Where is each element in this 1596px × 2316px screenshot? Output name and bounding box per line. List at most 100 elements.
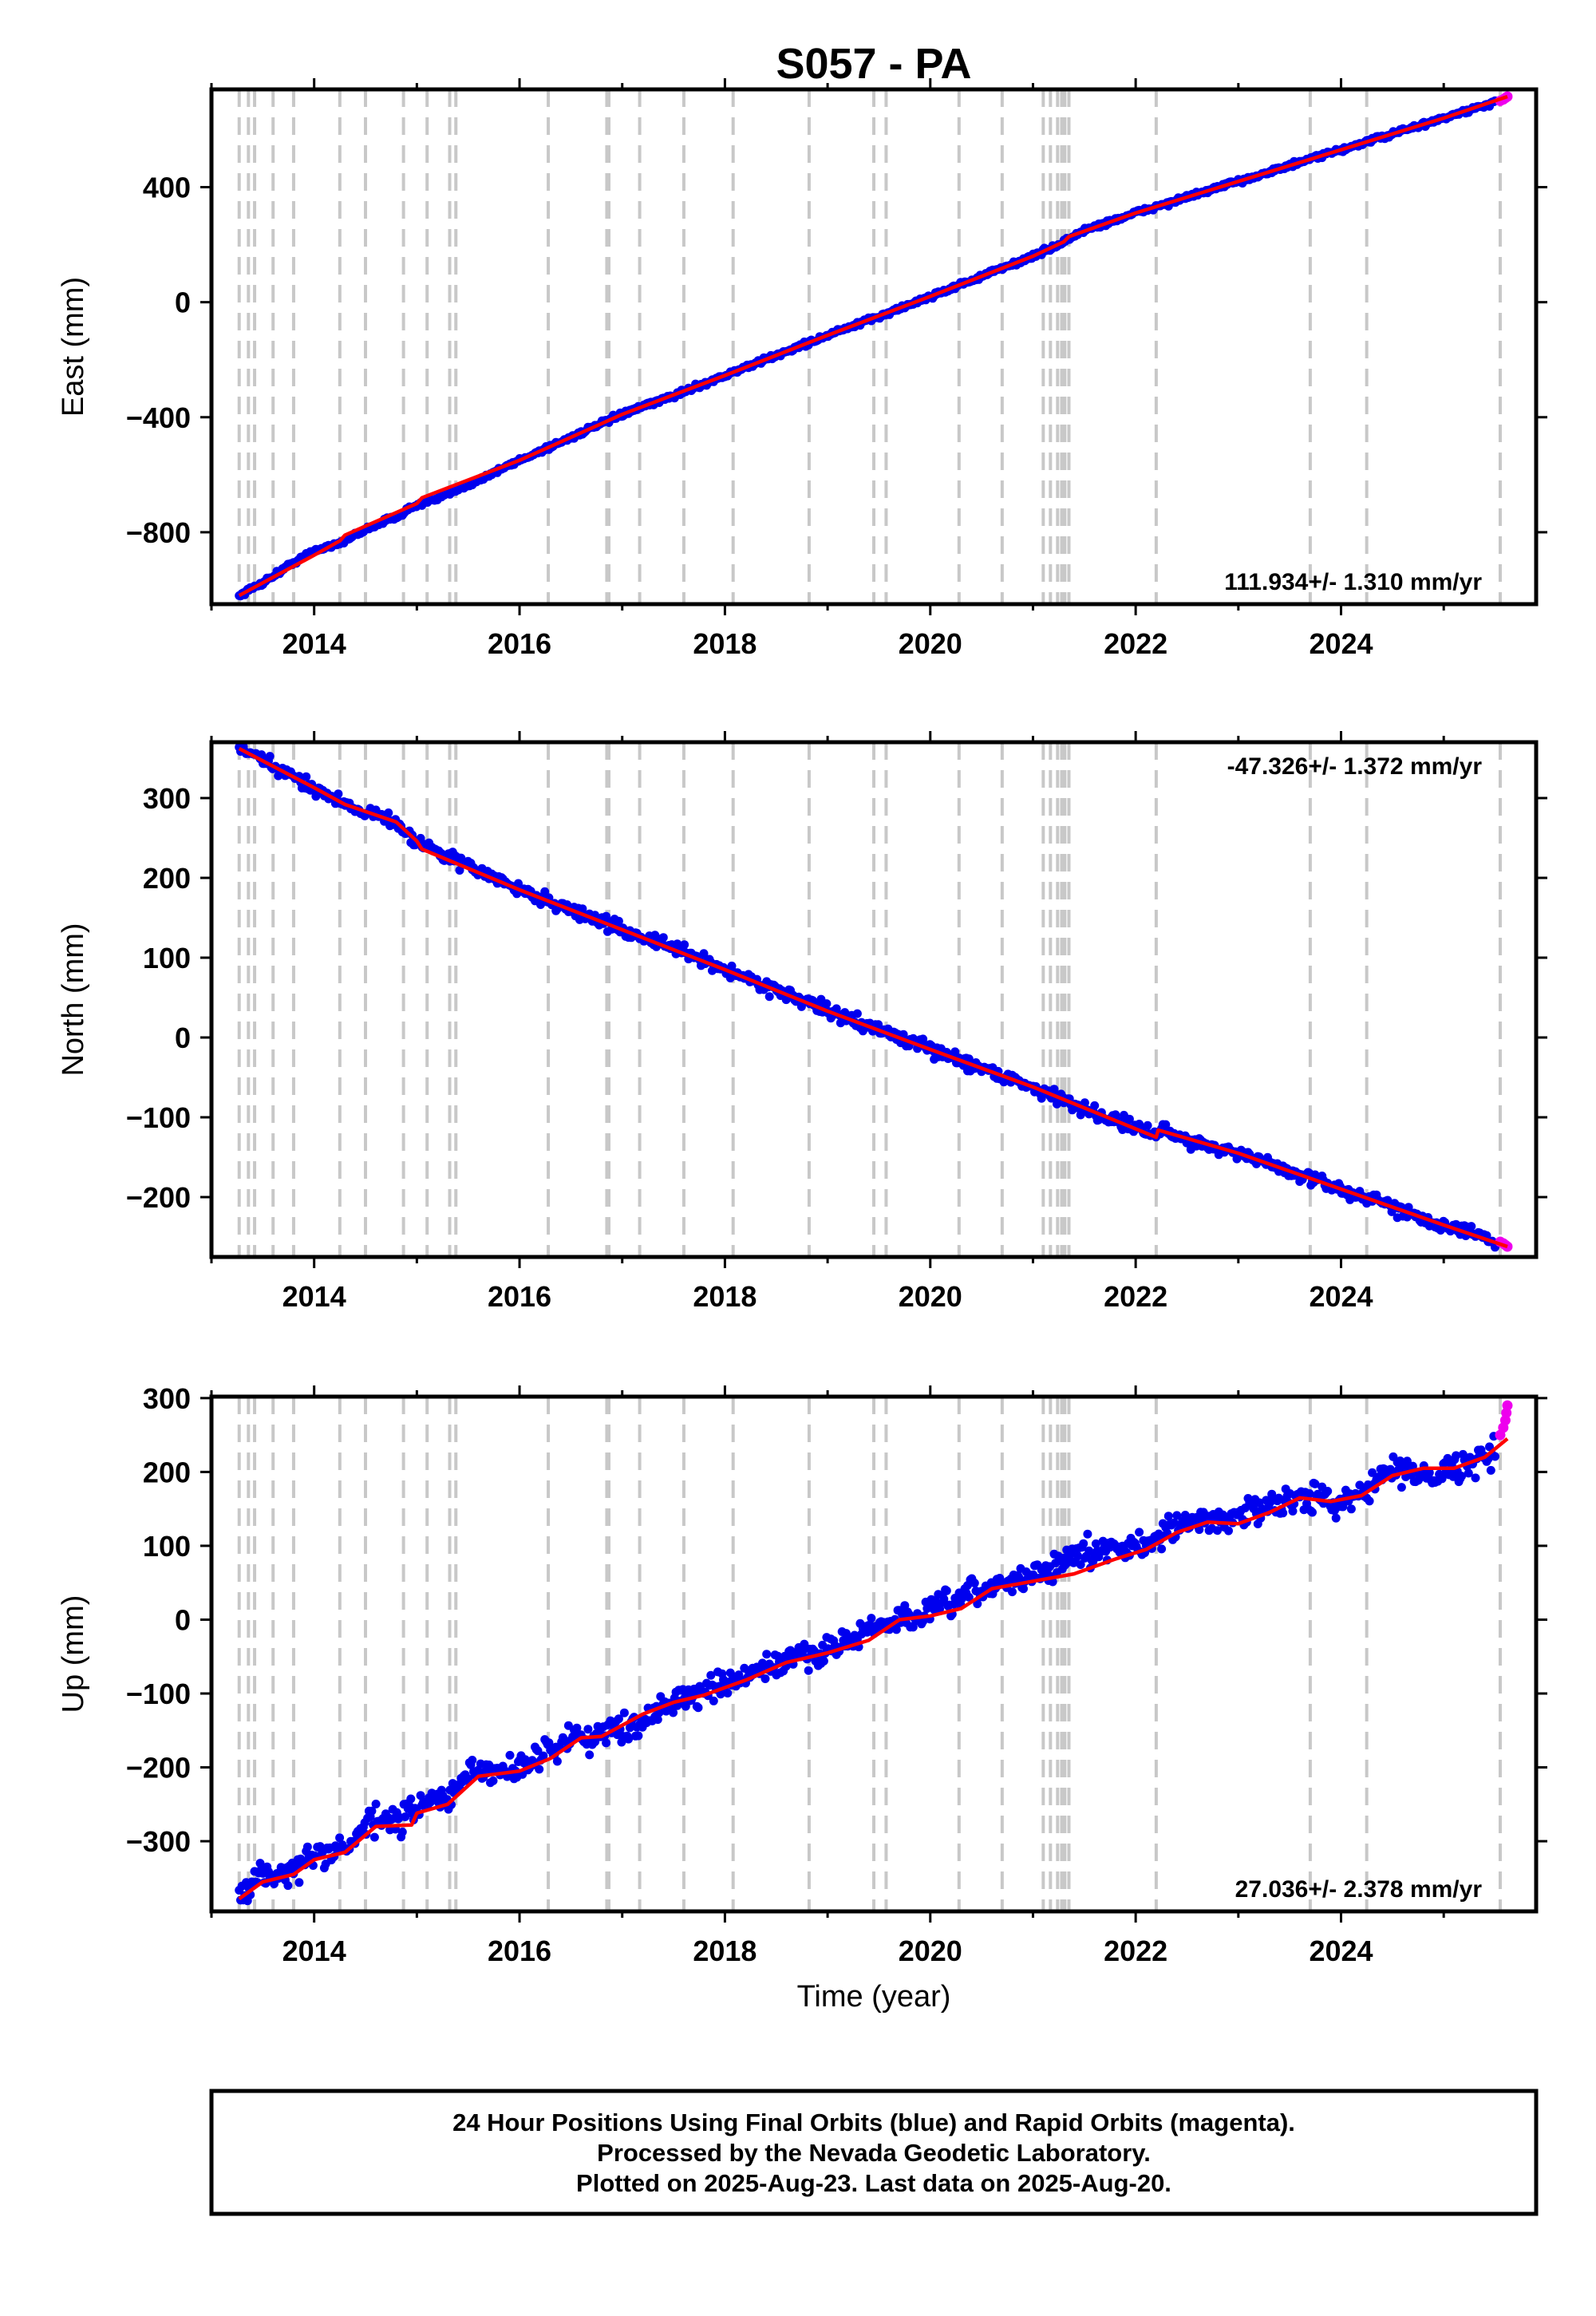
x-tick-label: 2016	[488, 1280, 551, 1313]
rapid-orbit-point	[1502, 1400, 1513, 1411]
final-orbit-point	[367, 1806, 377, 1816]
final-orbit-point	[867, 1614, 876, 1623]
final-orbit-point	[1080, 1098, 1089, 1108]
final-orbit-point	[1053, 1099, 1061, 1109]
final-orbit-point	[1083, 1529, 1092, 1539]
final-orbit-point	[539, 1751, 548, 1761]
x-tick-label: 2018	[693, 627, 757, 660]
y-tick-label: 0	[175, 287, 191, 319]
final-orbit-point	[397, 1828, 407, 1836]
final-orbit-point	[505, 1750, 515, 1760]
final-orbit-point	[1008, 1587, 1017, 1597]
footer-box: 24 Hour Positions Using Final Orbits (bl…	[209, 2089, 1539, 2216]
final-orbit-point	[401, 1812, 410, 1821]
final-orbit-point	[1019, 1584, 1028, 1594]
footer-line-3: Plotted on 2025-Aug-23. Last data on 202…	[576, 2169, 1171, 2197]
final-orbit-point	[544, 1738, 554, 1748]
y-tick-label: −300	[126, 1825, 191, 1858]
footer-line-1: 24 Hour Positions Using Final Orbits (bl…	[452, 2109, 1295, 2136]
final-orbit-point	[265, 752, 275, 761]
plot-frame	[209, 87, 1539, 607]
final-orbit-point	[1172, 1511, 1182, 1520]
rate-label: 111.934+/- 1.310 mm/yr	[1224, 569, 1482, 595]
north-panel: 2014 2016 2018 2020 2022 2024 300 200 100 0 −100 −2…	[57, 731, 1547, 1313]
final-orbit-point	[942, 1586, 951, 1595]
model-line	[238, 1437, 1509, 1901]
y-tick-label: 400	[143, 172, 191, 204]
final-orbit-point	[406, 1794, 416, 1804]
final-orbit-point	[723, 1689, 733, 1697]
final-orbit-point	[1491, 1452, 1499, 1461]
y-tick-label: −100	[126, 1678, 191, 1710]
x-tick-label: 2024	[1309, 627, 1373, 660]
y-axis-label: Up (mm)	[57, 1595, 90, 1713]
final-orbit-point	[970, 1579, 979, 1588]
final-orbit-point	[1224, 1526, 1233, 1535]
final-orbit-point	[294, 1878, 304, 1887]
final-orbit-point	[1365, 1496, 1374, 1506]
x-tick-label: 2014	[282, 627, 346, 660]
chart-title: S057 - PA	[776, 40, 971, 88]
final-orbit-point	[1161, 1120, 1171, 1129]
final-orbit-point	[1157, 1544, 1167, 1554]
final-orbit-point	[658, 933, 668, 943]
final-orbit-point	[488, 1776, 498, 1785]
y-tick-label: −800	[126, 516, 191, 549]
y-tick-label: 0	[175, 1603, 191, 1636]
x-tick-label: 2014	[282, 1280, 346, 1313]
final-orbit-point	[1143, 1120, 1152, 1130]
final-orbit-point	[819, 1656, 828, 1666]
final-orbit-point	[371, 1800, 381, 1808]
final-orbit-point	[939, 1595, 949, 1604]
final-orbit-point	[624, 1734, 634, 1744]
final-orbit-point	[619, 1708, 629, 1717]
y-tick-label: 100	[143, 1530, 191, 1563]
final-orbit-point	[1091, 1539, 1100, 1548]
final-orbit-point	[693, 1703, 703, 1713]
final-orbit-point	[1346, 1504, 1356, 1514]
x-tick-label: 2020	[899, 1935, 962, 1967]
event-lines	[237, 89, 1502, 604]
final-orbit-point	[653, 1715, 662, 1725]
final-orbit-point	[535, 1765, 544, 1774]
final-orbit-point	[1124, 1114, 1134, 1124]
plot-frame	[209, 740, 1539, 1259]
final-orbit-point	[1079, 1539, 1088, 1548]
final-orbit-point	[950, 1047, 960, 1057]
final-orbit-point	[762, 1650, 772, 1659]
final-orbits-series	[235, 1432, 1499, 1906]
final-orbit-point	[1288, 1507, 1298, 1516]
final-orbit-point	[578, 904, 587, 914]
final-orbit-point	[464, 1774, 472, 1784]
final-orbit-point	[1073, 1551, 1083, 1561]
rate-label: 27.036+/- 2.378 mm/yr	[1235, 1876, 1483, 1903]
final-orbit-point	[760, 1674, 770, 1683]
final-orbit-point	[699, 949, 709, 958]
final-orbit-point	[591, 1737, 600, 1746]
final-orbit-point	[1471, 1473, 1480, 1483]
final-orbit-point	[552, 1757, 562, 1766]
y-axis-label: North (mm)	[57, 923, 90, 1076]
final-orbit-point	[1278, 1508, 1288, 1518]
final-orbit-point	[1368, 1468, 1377, 1477]
x-tick-label: 2020	[899, 1280, 962, 1313]
final-orbit-point	[1424, 1468, 1434, 1477]
final-orbit-point	[302, 1842, 312, 1852]
final-orbit-point	[709, 1696, 718, 1705]
final-orbit-point	[1402, 1456, 1412, 1466]
x-tick-label: 2014	[282, 1935, 346, 1967]
y-tick-label: 200	[143, 862, 191, 895]
y-tick-label: 100	[143, 942, 191, 974]
final-orbit-point	[1443, 1453, 1452, 1463]
final-orbit-point	[1437, 1474, 1447, 1484]
model-line	[238, 94, 1508, 598]
final-orbit-point	[973, 1599, 982, 1609]
final-orbit-point	[614, 916, 623, 926]
plot-area	[235, 91, 1513, 601]
y-tick-label: 300	[143, 1382, 191, 1415]
final-orbit-point	[822, 999, 832, 1009]
final-orbit-point	[1308, 1508, 1317, 1517]
final-orbit-point	[1338, 1502, 1348, 1512]
x-tick-label: 2018	[693, 1935, 757, 1967]
